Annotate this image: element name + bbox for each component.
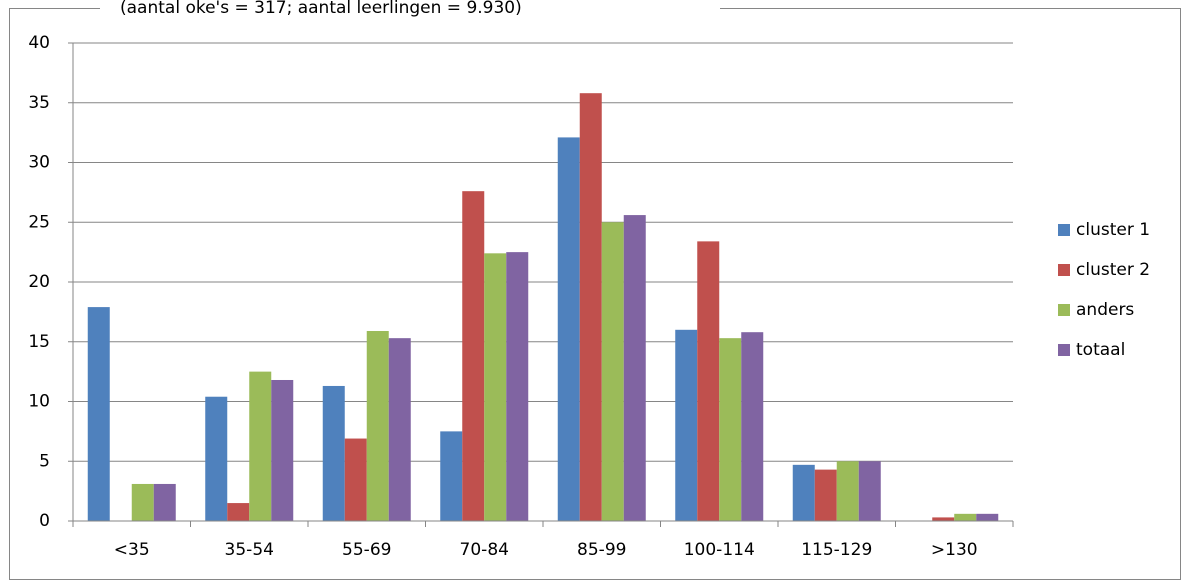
bar [792, 464, 815, 521]
bar [87, 307, 110, 521]
bar [579, 93, 602, 521]
bar [976, 513, 999, 521]
bar [440, 431, 463, 521]
x-tick-label: 35-54 [225, 540, 274, 560]
bar [322, 385, 345, 521]
bar [506, 252, 529, 521]
legend-label: cluster 1 [1076, 220, 1150, 240]
x-tick-label: 115-129 [801, 540, 872, 560]
y-tick-label: 25 [28, 212, 50, 232]
bar [719, 338, 742, 521]
bar [249, 371, 272, 521]
legend-label: totaal [1076, 340, 1125, 360]
y-tick-label: 35 [28, 93, 50, 113]
y-tick-label: 0 [39, 511, 50, 531]
legend-label: anders [1076, 300, 1134, 320]
bar [205, 396, 228, 521]
x-tick-label: 70-84 [460, 540, 509, 560]
x-tick-label: 100-114 [684, 540, 755, 560]
bar [557, 137, 580, 521]
legend-swatch [1058, 304, 1070, 316]
y-tick-label: 10 [28, 392, 50, 412]
bar [623, 215, 646, 521]
bar [814, 469, 837, 521]
bar [131, 483, 154, 521]
bar [932, 517, 955, 521]
bar [675, 329, 698, 521]
bar [697, 241, 720, 521]
y-tick-label: 40 [28, 33, 50, 53]
bar [954, 513, 977, 521]
bar [858, 461, 881, 521]
y-tick-label: 15 [28, 332, 50, 352]
bar [601, 222, 624, 521]
bar [271, 379, 294, 521]
bar [366, 330, 389, 521]
bar [836, 461, 859, 521]
bar [388, 338, 411, 521]
y-tick-label: 5 [39, 451, 50, 471]
bar [484, 253, 507, 521]
chart-subtitle: (aantal oke's = 317; aantal leerlingen =… [120, 0, 522, 18]
legend-label: cluster 2 [1076, 260, 1150, 280]
bar [153, 483, 176, 521]
subtitle-backdrop [100, 0, 720, 19]
x-tick-label: 55-69 [342, 540, 391, 560]
bar [227, 503, 250, 521]
y-tick-label: 30 [28, 153, 50, 173]
legend-swatch [1058, 224, 1070, 236]
x-tick-label: >130 [931, 540, 978, 560]
y-tick-label: 20 [28, 272, 50, 292]
bar [462, 191, 485, 521]
bar [741, 332, 764, 521]
legend-swatch [1058, 344, 1070, 356]
legend-swatch [1058, 264, 1070, 276]
x-tick-label: <35 [114, 540, 150, 560]
x-tick-label: 85-99 [577, 540, 626, 560]
bar [344, 438, 367, 521]
